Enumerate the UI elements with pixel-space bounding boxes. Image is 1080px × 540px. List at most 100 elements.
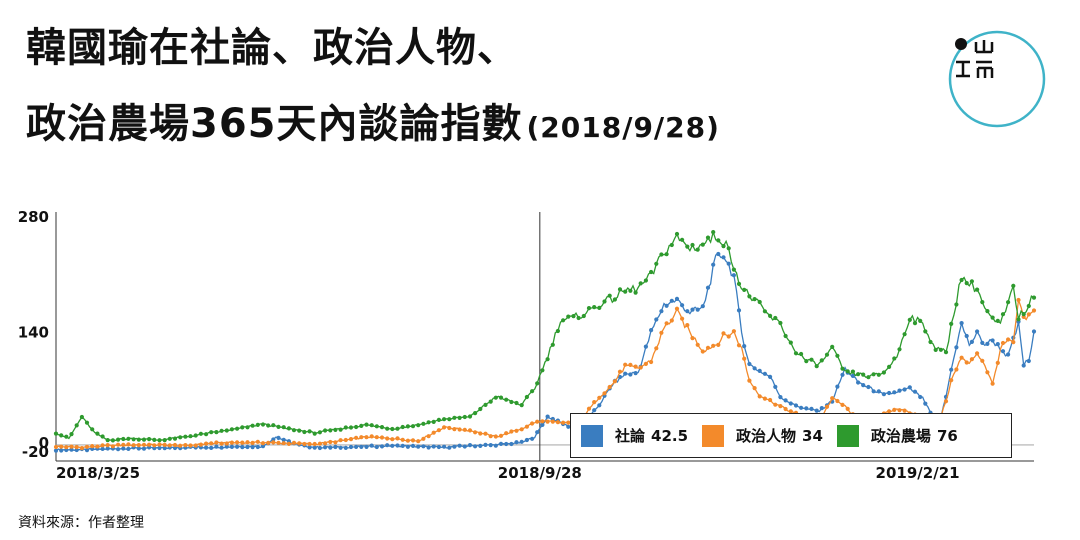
data-point [74, 447, 79, 453]
data-point [659, 252, 664, 257]
data-point [902, 387, 907, 392]
data-point [768, 397, 773, 403]
data-point [535, 381, 540, 386]
data-point [105, 446, 110, 451]
data-point [514, 440, 519, 445]
data-point [442, 417, 447, 422]
data-point [897, 347, 902, 352]
data-point [59, 448, 64, 453]
data-point [736, 343, 742, 348]
data-point [602, 391, 607, 396]
data-point [431, 430, 436, 435]
data-point [224, 428, 229, 433]
data-point [757, 394, 762, 399]
data-point [990, 338, 995, 343]
data-point [586, 406, 592, 411]
data-point [969, 357, 975, 362]
data-point [1031, 295, 1037, 300]
data-point [214, 440, 219, 445]
data-point [281, 425, 286, 430]
data-point [250, 423, 255, 428]
data-point [726, 261, 731, 266]
data-point [1021, 363, 1026, 368]
data-point [69, 444, 74, 449]
data-point [695, 247, 700, 252]
data-point [845, 369, 850, 374]
data-point [840, 372, 845, 377]
data-point [938, 347, 944, 352]
data-point [530, 436, 535, 441]
data-point [799, 351, 804, 357]
data-point [1026, 312, 1031, 317]
data-point [354, 444, 359, 449]
data-point [773, 384, 778, 389]
data-point [535, 419, 540, 424]
data-point [410, 424, 416, 429]
data-point [147, 437, 152, 442]
data-point [328, 428, 333, 433]
data-point [452, 444, 457, 449]
data-point [462, 414, 467, 420]
data-point [669, 298, 674, 303]
data-point [59, 444, 64, 449]
data-point [907, 385, 912, 390]
data-point [354, 424, 359, 430]
data-point [90, 444, 95, 449]
data-point [426, 445, 431, 450]
data-point [369, 443, 374, 448]
data-point [1006, 352, 1011, 357]
data-point [478, 443, 483, 448]
data-point [333, 444, 338, 450]
data-point [866, 384, 871, 390]
data-point [395, 443, 400, 448]
data-point [912, 321, 918, 326]
data-point [317, 430, 322, 435]
data-point [550, 419, 555, 424]
data-point [887, 390, 892, 396]
data-point [188, 434, 193, 439]
data-point [374, 435, 379, 440]
data-point [912, 389, 918, 394]
data-point [721, 244, 726, 249]
data-point [235, 426, 240, 431]
data-point [711, 230, 716, 235]
data-point [183, 443, 188, 448]
data-point [902, 332, 907, 337]
data-point [990, 381, 995, 386]
data-point [338, 438, 343, 443]
legend-label-political-farm: 政治農場 [870, 427, 931, 445]
data-point [312, 445, 317, 450]
data-point [447, 445, 452, 450]
data-point [918, 318, 923, 323]
data-point [209, 445, 214, 450]
data-point [328, 445, 333, 450]
data-point [736, 281, 742, 286]
data-point [1021, 312, 1026, 317]
data-point [126, 442, 131, 447]
data-point [271, 423, 276, 428]
data-point [69, 447, 74, 452]
data-point [105, 438, 110, 443]
data-point [804, 359, 809, 364]
data-point [410, 443, 416, 448]
data-point [985, 341, 990, 346]
y-tick-label: 140 [18, 323, 49, 341]
data-point [669, 242, 674, 248]
data-point [105, 443, 110, 448]
data-point [628, 288, 633, 293]
data-point [654, 317, 659, 322]
data-point [131, 437, 136, 442]
data-point [716, 251, 721, 257]
data-point [887, 409, 892, 414]
data-point [323, 445, 328, 450]
legend-swatch-politicians [702, 424, 725, 447]
data-point [964, 333, 969, 339]
data-point [700, 242, 705, 247]
data-point [162, 438, 167, 443]
data-point [1000, 312, 1006, 317]
data-point [814, 408, 819, 413]
data-point [509, 399, 514, 405]
data-point [235, 440, 240, 445]
data-point [897, 408, 902, 413]
data-point [126, 446, 131, 451]
